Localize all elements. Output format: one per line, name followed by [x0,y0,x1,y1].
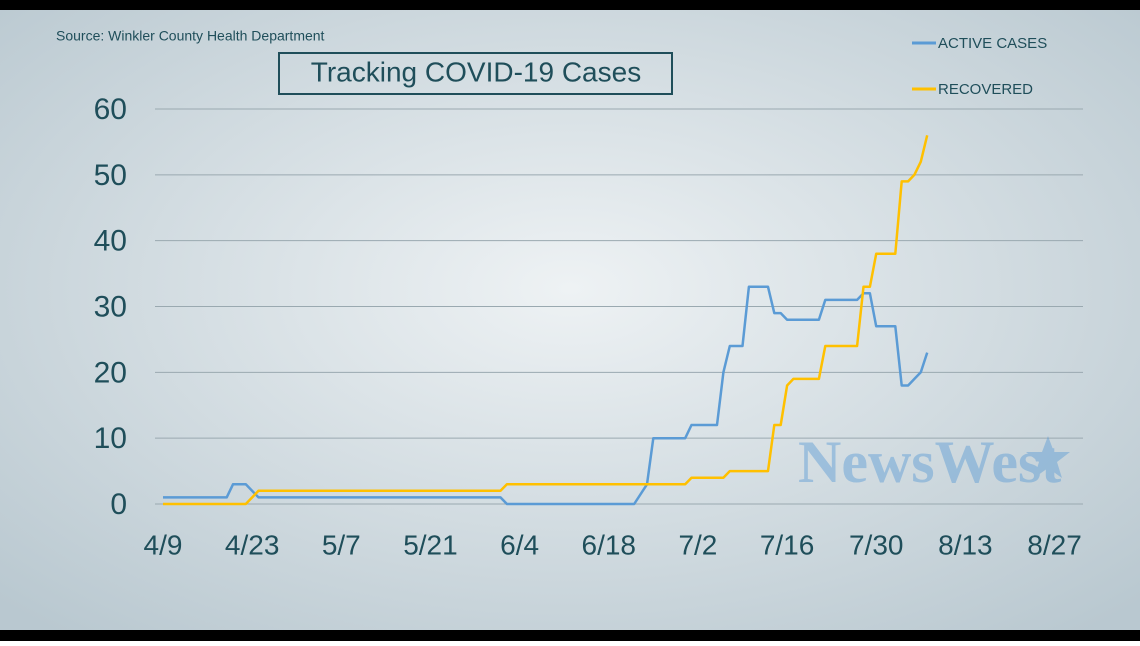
bottom-bar [0,630,1140,641]
series-line [163,285,929,506]
x-tick-label: 8/13 [938,529,993,560]
x-tick-label: 7/2 [678,529,717,560]
y-tick-label: 10 [94,422,127,455]
x-tick-label: 8/27 [1027,529,1082,560]
legend-label: RECOVERED [938,81,1033,98]
source: Source: Winkler County Health Department [56,28,325,44]
x-tick-label: 4/23 [225,529,280,560]
x-tick-label: 4/9 [144,529,183,560]
chart-title: Tracking COVID-19 Cases [311,56,641,87]
y-tick-label: 50 [94,159,127,192]
x-tick-label: 5/7 [322,529,361,560]
y-tick-label: 20 [94,356,127,389]
legend-label: ACTIVE CASES [938,35,1047,52]
watermark-star [1026,436,1070,478]
y-tick-label: 30 [94,290,127,323]
watermark: NewsWest [798,429,1061,495]
x-tick-label: 6/18 [582,529,637,560]
x-tick-label: 7/16 [760,529,815,560]
y-tick-label: 60 [94,93,127,126]
series-line [163,135,929,506]
title-box [278,52,673,95]
top-bar [0,0,1140,10]
x-tick-label: 6/4 [500,529,539,560]
x-tick-label: 7/30 [849,529,904,560]
x-tick-label: 5/21 [403,529,458,560]
y-tick-label: 0 [110,488,127,521]
watermark-group: NewsWest [798,429,1070,495]
y-tick-label: 40 [94,225,127,258]
